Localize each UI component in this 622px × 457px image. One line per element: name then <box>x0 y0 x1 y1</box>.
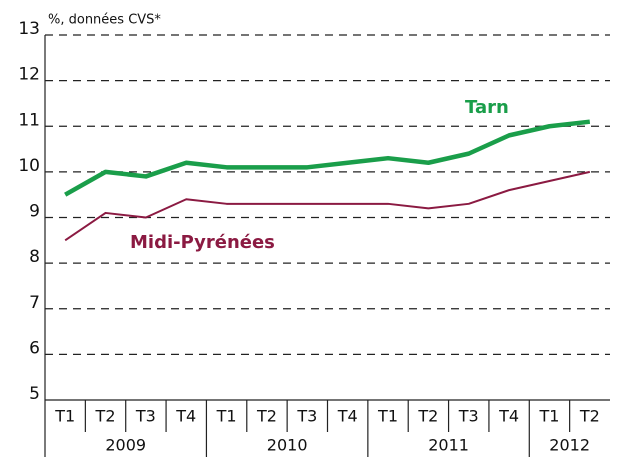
x-tick-label: T2 <box>256 407 277 426</box>
y-tick-label: 11 <box>18 110 40 130</box>
x-tick-label: T3 <box>135 407 156 426</box>
x-tick-label: T1 <box>54 407 75 426</box>
y-tick-label: 7 <box>29 293 40 313</box>
series-label: Tarn <box>465 97 509 118</box>
x-tick-label: T2 <box>417 407 438 426</box>
year-label: 2010 <box>267 436 308 455</box>
x-tick-label: T1 <box>216 407 237 426</box>
y-unit-label: %, données CVS* <box>48 13 161 28</box>
x-tick-label: T4 <box>498 407 519 426</box>
y-tick-label: 13 <box>18 19 40 39</box>
y-tick-label: 10 <box>18 156 40 176</box>
y-tick-label: 6 <box>29 338 40 358</box>
x-tick-label: T4 <box>175 407 196 426</box>
x-tick-label: T4 <box>337 407 358 426</box>
y-tick-label: 8 <box>29 247 40 267</box>
x-tick-label: T1 <box>377 407 398 426</box>
x-tick-label: T1 <box>538 407 559 426</box>
series-line <box>64 170 591 242</box>
y-tick-label: 9 <box>29 202 40 222</box>
x-tick-label: T3 <box>458 407 479 426</box>
y-tick-label: 5 <box>29 384 40 404</box>
x-tick-label: T2 <box>579 407 600 426</box>
y-tick-label: 12 <box>18 65 40 85</box>
year-label: 2011 <box>428 436 469 455</box>
year-label: 2012 <box>549 436 590 455</box>
series-line <box>64 119 591 197</box>
year-label: 2009 <box>105 436 146 455</box>
series-label: Midi-Pyrénées <box>130 232 275 253</box>
x-tick-label: T2 <box>95 407 116 426</box>
x-tick-label: T3 <box>296 407 317 426</box>
